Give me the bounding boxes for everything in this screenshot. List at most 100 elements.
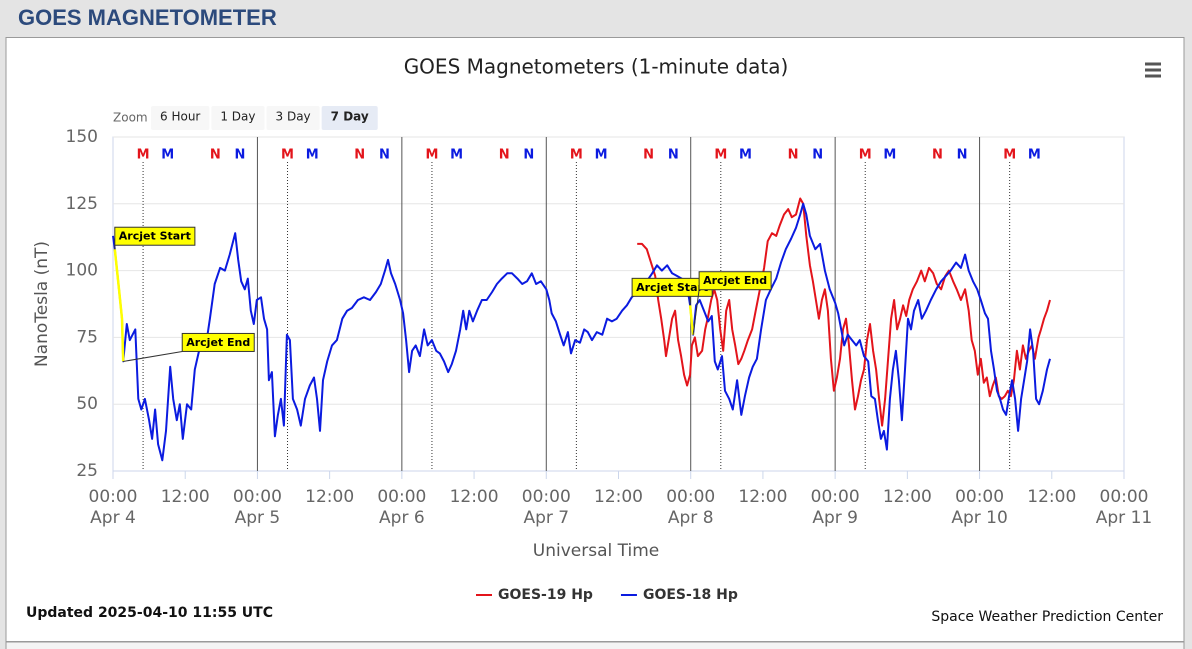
satellite-marker: N xyxy=(523,148,534,163)
annotation-label: Arcjet End xyxy=(186,336,250,349)
annotation-box xyxy=(181,332,255,352)
satellite-marker: M xyxy=(570,148,583,163)
annotation-connector xyxy=(692,289,700,335)
x-tick-label: 00:00 xyxy=(1100,487,1149,507)
x-tick-label: 00:00 xyxy=(811,487,860,507)
satellite-marker: M xyxy=(1003,148,1016,163)
menu-button[interactable] xyxy=(1140,58,1166,82)
x-tick-label: 12:00 xyxy=(161,487,210,507)
zoom-button-bg[interactable] xyxy=(151,106,210,130)
zoom-label: Zoom xyxy=(113,111,148,125)
annotation: Arcjet Start xyxy=(114,226,196,250)
annotation-box xyxy=(114,226,196,246)
annotation: Arcjet End xyxy=(692,271,772,335)
zoom-button-label[interactable]: 6 Hour xyxy=(160,110,200,124)
satellite-marker: N xyxy=(643,148,654,163)
x-axis-title: Universal Time xyxy=(533,541,659,561)
updated-note: Updated 2025-04-10 11:55 UTC xyxy=(26,605,273,621)
x-tick-label: 12:00 xyxy=(450,487,499,507)
satellite-marker: N xyxy=(957,148,968,163)
x-tick-label: 12:00 xyxy=(1027,487,1076,507)
legend-label[interactable]: GOES-18 Hp xyxy=(643,587,738,603)
x-date-label: Apr 6 xyxy=(379,508,425,528)
satellite-marker: M xyxy=(306,148,319,163)
satellite-marker: M xyxy=(161,148,174,163)
zoom-button-bg[interactable] xyxy=(211,106,265,130)
satellite-marker: M xyxy=(595,148,608,163)
satellite-marker: N xyxy=(788,148,799,163)
zoom-button-bg[interactable] xyxy=(266,106,320,130)
x-date-label: Apr 4 xyxy=(90,508,136,528)
zoom-button-label[interactable]: 7 Day xyxy=(331,110,369,124)
satellite-marker: N xyxy=(668,148,679,163)
y-tick-label: 75 xyxy=(76,327,98,347)
satellite-marker: M xyxy=(883,148,896,163)
y-tick-label: 100 xyxy=(66,261,98,281)
satellite-marker: M xyxy=(714,148,727,163)
satellite-marker: N xyxy=(499,148,510,163)
legend-item[interactable]: GOES-18 Hp xyxy=(620,587,738,603)
arcjet-segment xyxy=(113,249,125,362)
satellite-marker: M xyxy=(739,148,752,163)
series-line xyxy=(112,202,1051,462)
next-panel xyxy=(5,641,1185,649)
zoom-button-label[interactable]: 1 Day xyxy=(220,110,255,124)
plot-area xyxy=(112,136,1125,472)
x-tick-label: 12:00 xyxy=(305,487,354,507)
legend-item[interactable]: GOES-19 Hp xyxy=(476,587,593,603)
y-tick-label: 150 xyxy=(66,127,98,147)
satellite-marker: M xyxy=(450,148,463,163)
satellite-marker: M xyxy=(281,148,294,163)
satellite-marker: M xyxy=(1028,148,1041,163)
credit: Space Weather Prediction Center xyxy=(931,609,1163,625)
x-date-label: Apr 9 xyxy=(812,508,858,528)
satellite-marker: N xyxy=(235,148,246,163)
satellite-marker: N xyxy=(354,148,365,163)
annotation-box xyxy=(698,271,772,291)
y-tick-label: 25 xyxy=(76,461,98,481)
series-line xyxy=(637,197,1051,427)
x-tick-label: 00:00 xyxy=(666,487,715,507)
x-tick-label: 00:00 xyxy=(233,487,282,507)
zoom-button[interactable]: 3 Day xyxy=(266,106,320,130)
arcjet-segment xyxy=(688,305,695,335)
x-tick-label: 00:00 xyxy=(522,487,571,507)
zoom-button[interactable]: 7 Day xyxy=(321,106,378,130)
page-header: GOES MAGNETOMETER xyxy=(18,5,277,30)
annotation-label: Arcjet Start xyxy=(636,281,708,294)
y-tick-label: 50 xyxy=(76,394,98,414)
x-tick-label: 12:00 xyxy=(594,487,643,507)
x-tick-label: 00:00 xyxy=(377,487,426,507)
x-tick-label: 12:00 xyxy=(883,487,932,507)
satellite-marker: N xyxy=(932,148,943,163)
x-date-label: Apr 11 xyxy=(1096,508,1152,528)
satellite-marker: M xyxy=(425,148,438,163)
zoom-button[interactable]: 1 Day xyxy=(211,106,265,130)
satellite-marker: N xyxy=(379,148,390,163)
x-tick-label: 00:00 xyxy=(89,487,138,507)
y-tick-label: 125 xyxy=(66,194,98,214)
annotation: Arcjet End xyxy=(123,332,255,362)
annotation-connector xyxy=(123,350,183,362)
y-axis-title: NanoTesla (nT) xyxy=(32,241,52,367)
x-tick-label: 00:00 xyxy=(955,487,1004,507)
x-date-label: Apr 10 xyxy=(951,508,1007,528)
annotation-label: Arcjet Start xyxy=(119,230,191,243)
annotation-label: Arcjet End xyxy=(703,274,767,287)
satellite-marker: M xyxy=(137,148,150,163)
chart-title: GOES Magnetometers (1-minute data) xyxy=(404,55,789,79)
legend-label[interactable]: GOES-19 Hp xyxy=(498,587,593,603)
satellite-marker: N xyxy=(210,148,221,163)
x-date-label: Apr 5 xyxy=(235,508,281,528)
x-tick-label: 12:00 xyxy=(738,487,787,507)
satellite-marker: M xyxy=(859,148,872,163)
zoom-button[interactable]: 6 Hour xyxy=(151,106,210,130)
x-date-label: Apr 8 xyxy=(668,508,714,528)
zoom-button-label[interactable]: 3 Day xyxy=(276,110,311,124)
satellite-marker: N xyxy=(812,148,823,163)
annotation: Arcjet Start xyxy=(631,277,713,306)
x-date-label: Apr 7 xyxy=(523,508,569,528)
zoom-button-bg[interactable] xyxy=(321,106,378,130)
